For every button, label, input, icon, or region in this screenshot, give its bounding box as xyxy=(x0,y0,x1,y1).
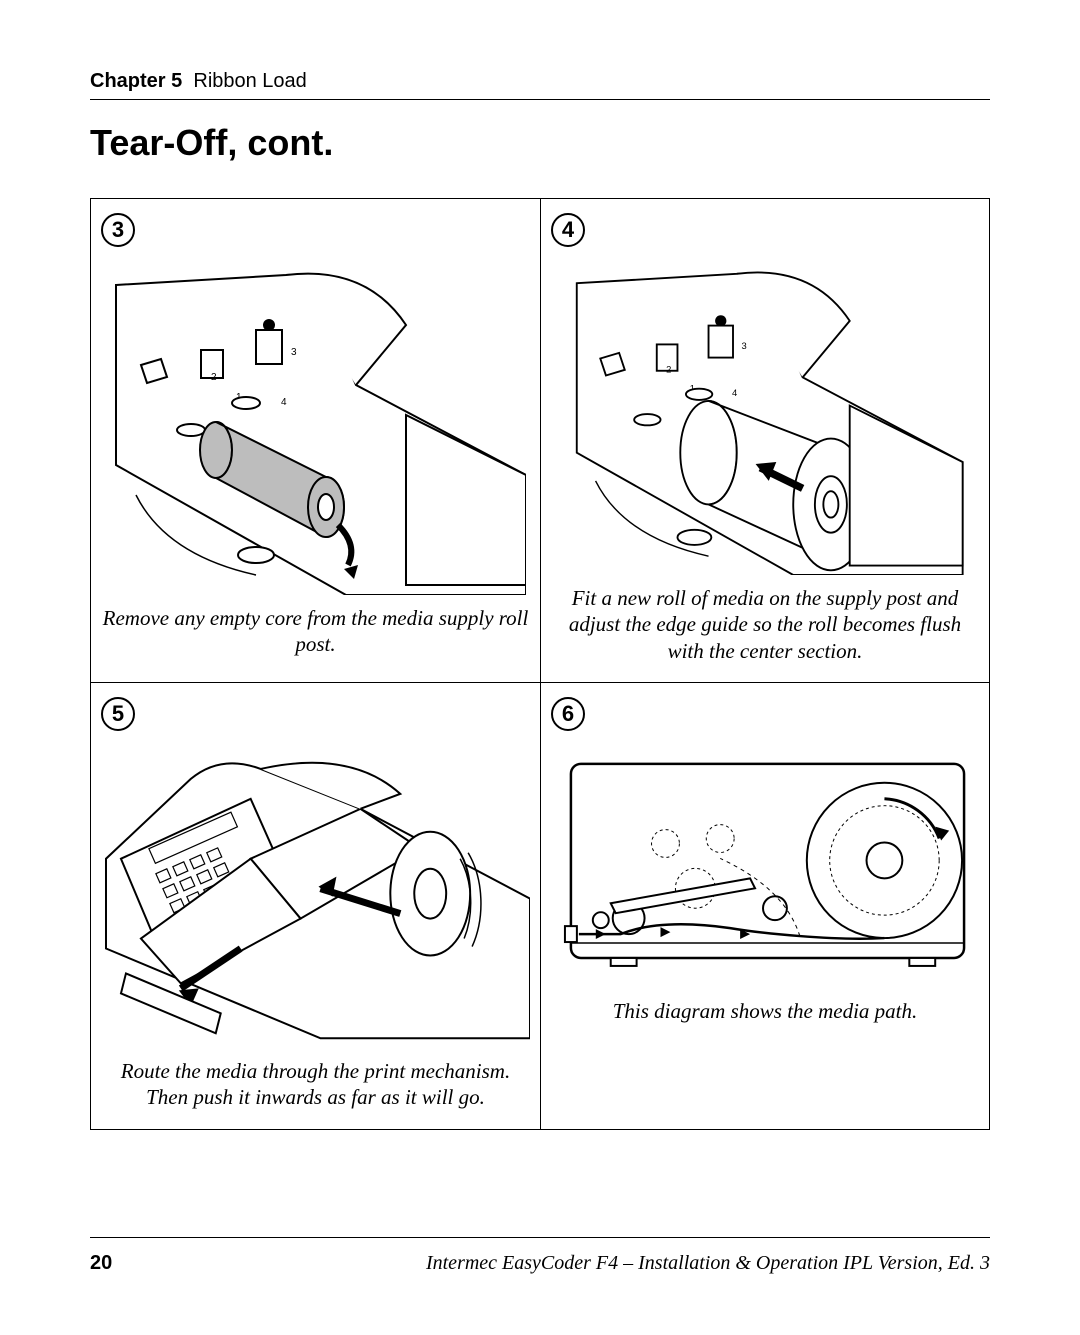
page-number: 20 xyxy=(90,1252,112,1275)
step-badge: 3 xyxy=(101,213,135,247)
step-badge: 5 xyxy=(101,697,135,731)
svg-text:3: 3 xyxy=(291,347,297,358)
steps-grid: 3 2 1 3 4 xyxy=(90,198,990,1130)
step-cell-5: 5 xyxy=(91,682,540,1129)
chapter-header: Chapter 5 Ribbon Load xyxy=(90,70,990,93)
header-rule xyxy=(90,99,990,100)
step-cell-6: 6 xyxy=(540,682,989,1129)
footer-rule xyxy=(90,1237,990,1238)
doc-title: Intermec EasyCoder F4 – Installation & O… xyxy=(426,1252,990,1275)
step-caption: Remove any empty core from the media sup… xyxy=(101,605,530,658)
step-illustration: 2 1 3 4 xyxy=(551,255,979,575)
page-footer: 20 Intermec EasyCoder F4 – Installation … xyxy=(90,1237,990,1275)
step-caption: This diagram shows the media path. xyxy=(551,998,979,1024)
page-title: Tear-Off, cont. xyxy=(90,122,990,164)
step-illustration xyxy=(101,739,530,1048)
svg-text:4: 4 xyxy=(281,397,287,408)
chapter-label: Chapter 5 xyxy=(90,70,182,92)
svg-text:3: 3 xyxy=(741,340,746,351)
step-badge: 4 xyxy=(551,213,585,247)
step-caption: Fit a new roll of media on the supply po… xyxy=(551,585,979,664)
svg-text:2: 2 xyxy=(211,372,217,383)
step-cell-4: 4 2 1 3 4 xyxy=(540,199,989,682)
step-illustration xyxy=(551,739,979,988)
svg-text:2: 2 xyxy=(666,364,671,375)
chapter-title: Ribbon Load xyxy=(193,70,306,92)
step-badge: 6 xyxy=(551,697,585,731)
step-cell-3: 3 2 1 3 4 xyxy=(91,199,540,682)
step-illustration: 2 1 3 4 xyxy=(101,255,530,595)
svg-text:4: 4 xyxy=(732,387,737,398)
step-caption: Route the media through the print mechan… xyxy=(101,1058,530,1111)
